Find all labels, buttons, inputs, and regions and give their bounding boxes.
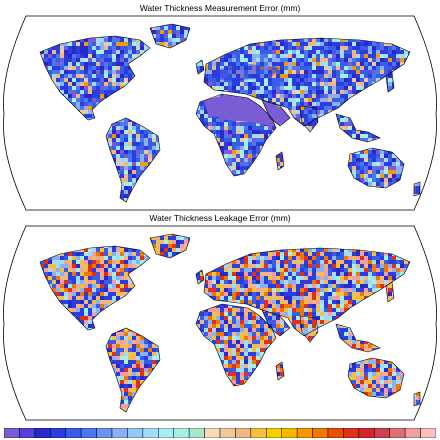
colorbar-swatch <box>404 428 421 438</box>
colorbar-swatch <box>250 428 267 438</box>
map-title-measurement: Water Thickness Measurement Error (mm) <box>139 3 301 13</box>
map-title-leakage: Water Thickness Leakage Error (mm) <box>149 213 291 223</box>
colorbar-swatch <box>158 428 174 438</box>
colorbar-swatch <box>204 428 221 438</box>
greenland-outline <box>149 233 191 259</box>
north-america-outline <box>39 245 151 331</box>
colorbar-swatch <box>219 428 236 438</box>
australia-outline <box>347 357 405 399</box>
colorbar-swatch <box>80 428 97 438</box>
colorbar-swatch <box>281 428 298 438</box>
greenland-outline <box>149 23 191 49</box>
colorbar-swatch <box>358 428 375 438</box>
south-america-outline <box>105 117 161 203</box>
north-america-outline <box>39 35 151 121</box>
colorbar-swatch <box>235 428 252 438</box>
colorbar-swatch <box>343 428 360 438</box>
colorbar-swatch <box>34 428 51 438</box>
colorbar-swatch <box>111 428 128 438</box>
colorbar-swatch <box>4 428 20 438</box>
arabia-outline <box>261 99 291 127</box>
japan-outline <box>385 281 395 303</box>
southeast-asia-outline <box>335 323 381 353</box>
colorbar-swatch <box>19 428 36 438</box>
africa-outline <box>195 303 277 387</box>
arabia-outline <box>261 309 291 337</box>
india-outline <box>299 315 319 343</box>
colorbar-swatch <box>65 428 82 438</box>
colorbar-swatch <box>389 428 406 438</box>
madagascar-outline <box>275 151 285 171</box>
uk-outline <box>195 269 205 285</box>
colorbar <box>4 428 436 438</box>
colorbar-swatch <box>127 428 144 438</box>
colorbar-swatch <box>327 428 344 438</box>
colorbar-swatch <box>50 428 66 438</box>
australia-outline <box>347 147 405 189</box>
leakage-error-map <box>3 225 437 421</box>
colorbar-swatch <box>142 428 159 438</box>
uk-outline <box>195 59 205 75</box>
africa-outline <box>195 93 277 177</box>
madagascar-outline <box>275 361 285 381</box>
new-zealand-outline <box>413 181 421 197</box>
measurement-error-map <box>3 15 437 211</box>
southeast-asia-outline <box>335 113 381 143</box>
colorbar-swatch <box>188 428 205 438</box>
colorbar-swatch <box>296 428 313 438</box>
eurasia-outline <box>203 37 411 127</box>
colorbar-swatch <box>374 428 390 438</box>
eurasia-outline <box>203 247 411 337</box>
colorbar-swatch <box>266 428 282 438</box>
japan-outline <box>385 71 395 93</box>
colorbar-swatch <box>96 428 113 438</box>
colorbar-swatch <box>312 428 329 438</box>
colorbar-swatch <box>173 428 190 438</box>
colorbar-swatch <box>420 428 436 438</box>
south-america-outline <box>105 327 161 413</box>
new-zealand-outline <box>413 391 421 407</box>
india-outline <box>299 105 319 133</box>
